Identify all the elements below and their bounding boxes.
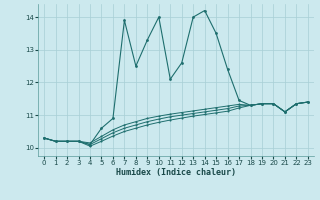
X-axis label: Humidex (Indice chaleur): Humidex (Indice chaleur) (116, 168, 236, 177)
